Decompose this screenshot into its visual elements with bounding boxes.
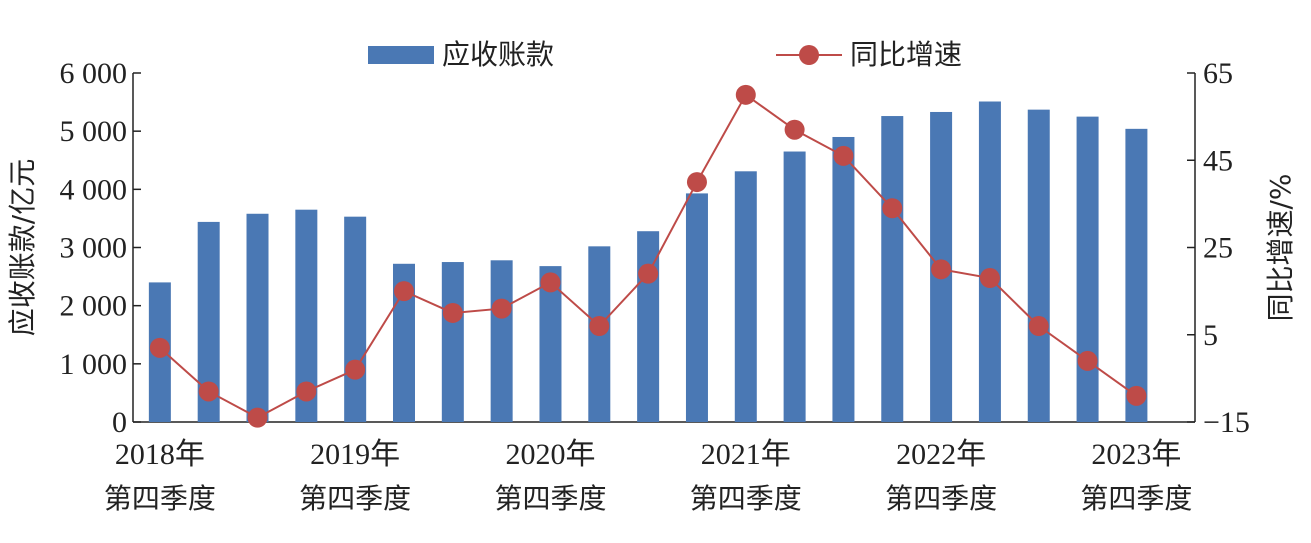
- bar[interactable]: [978, 101, 1001, 423]
- bar[interactable]: [783, 151, 806, 422]
- growth-point[interactable]: [540, 272, 561, 293]
- y-right-tick-label: 45: [1203, 144, 1233, 177]
- legend-bar-label: 应收账款: [442, 38, 554, 71]
- bar[interactable]: [1125, 128, 1148, 422]
- y-left-tick-label: 0: [112, 406, 127, 439]
- bar[interactable]: [1027, 109, 1050, 423]
- growth-point[interactable]: [1028, 316, 1049, 337]
- growth-point[interactable]: [247, 407, 268, 428]
- growth-point[interactable]: [442, 302, 463, 323]
- y-left-tick-label: 4 000: [60, 173, 128, 206]
- bar[interactable]: [490, 260, 513, 422]
- bar[interactable]: [881, 116, 904, 422]
- x-tick-label-quarter: 第四季度: [494, 482, 606, 515]
- growth-point[interactable]: [638, 263, 659, 284]
- growth-point[interactable]: [979, 268, 1000, 289]
- growth-point[interactable]: [1077, 350, 1098, 371]
- bar[interactable]: [392, 263, 415, 422]
- growth-point[interactable]: [833, 145, 854, 166]
- x-tick-label-year: 2022年: [896, 438, 986, 471]
- y-left-tick-label: 1 000: [60, 348, 128, 381]
- growth-point[interactable]: [882, 198, 903, 219]
- x-tick-label-quarter: 第四季度: [885, 482, 997, 515]
- growth-point[interactable]: [1126, 385, 1147, 406]
- x-tick-label-quarter: 第四季度: [299, 482, 411, 515]
- growth-point[interactable]: [149, 337, 170, 358]
- growth-point[interactable]: [198, 381, 219, 402]
- bar[interactable]: [246, 213, 269, 422]
- y-left-axis-title: 应收账款/亿元: [6, 159, 39, 336]
- y-left-tick-label: 2 000: [60, 290, 128, 323]
- y-left-tick-label: 3 000: [60, 232, 128, 265]
- legend-line-label: 同比增速: [850, 38, 962, 71]
- bar[interactable]: [685, 193, 708, 422]
- y-right-axis-title: 同比增速/%: [1264, 173, 1297, 321]
- x-tick-label-year: 2021年: [701, 438, 791, 471]
- x-tick-label-year: 2020年: [505, 438, 595, 471]
- growth-point[interactable]: [296, 381, 317, 402]
- bar[interactable]: [539, 266, 562, 422]
- bar[interactable]: [441, 262, 464, 422]
- bar[interactable]: [344, 216, 367, 422]
- y-right-tick-label: 5: [1203, 319, 1218, 352]
- growth-point[interactable]: [589, 316, 610, 337]
- y-left-tick-label: 5 000: [60, 115, 128, 148]
- legend-bar-swatch: [368, 46, 434, 64]
- y-right-tick-label: 65: [1203, 57, 1233, 90]
- growth-point[interactable]: [931, 259, 952, 280]
- x-tick-label-quarter: 第四季度: [690, 482, 802, 515]
- y-right-tick-label: 25: [1203, 232, 1233, 265]
- x-tick-label-year: 2018年: [115, 438, 205, 471]
- legend-line-marker: [799, 45, 819, 65]
- growth-point[interactable]: [491, 298, 512, 319]
- growth-point[interactable]: [784, 119, 805, 140]
- x-tick-label-year: 2019年: [310, 438, 400, 471]
- growth-point[interactable]: [393, 281, 414, 302]
- plot-area: 0 1 000 2 000 3 000 4 000 5 000 6 000 −15 5 25 45 6…: [6, 38, 1297, 515]
- y-right-tick-label: −15: [1203, 406, 1250, 439]
- growth-point[interactable]: [345, 359, 366, 380]
- x-tick-label-quarter: 第四季度: [1080, 482, 1192, 515]
- bar[interactable]: [197, 221, 220, 422]
- growth-point[interactable]: [686, 172, 707, 193]
- x-tick-label-quarter: 第四季度: [104, 482, 216, 515]
- growth-point[interactable]: [735, 84, 756, 105]
- bar[interactable]: [734, 171, 757, 422]
- x-tick-label-year: 2023年: [1091, 438, 1181, 471]
- bar[interactable]: [295, 209, 318, 422]
- y-left-tick-label: 6 000: [60, 57, 128, 90]
- bar[interactable]: [832, 136, 855, 422]
- bar[interactable]: [1076, 116, 1099, 422]
